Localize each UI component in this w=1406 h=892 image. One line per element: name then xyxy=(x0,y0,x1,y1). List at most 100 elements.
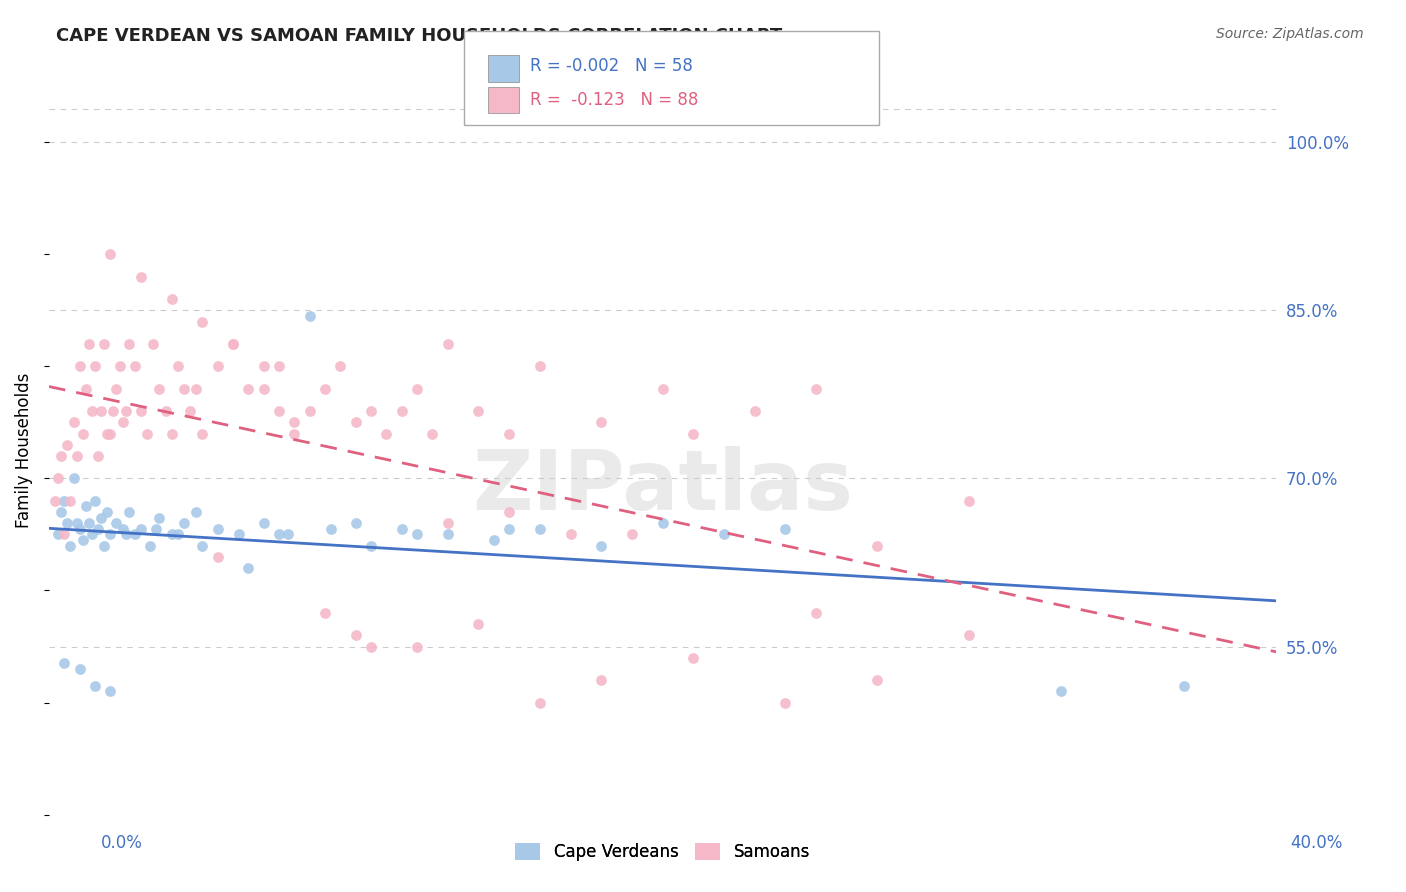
Point xyxy=(124,359,146,374)
Point xyxy=(51,449,73,463)
Point xyxy=(160,426,183,441)
Point xyxy=(406,527,429,541)
Point xyxy=(69,522,91,536)
Point xyxy=(44,494,66,508)
Point xyxy=(118,337,141,351)
Point xyxy=(72,426,94,441)
Text: ZIPatlas: ZIPatlas xyxy=(472,446,853,527)
Point xyxy=(1173,679,1195,693)
Point xyxy=(62,416,84,430)
Point xyxy=(87,522,110,536)
Point xyxy=(498,505,520,519)
Point xyxy=(72,533,94,547)
Point xyxy=(207,359,229,374)
Point xyxy=(90,510,112,524)
Point xyxy=(344,516,367,531)
Point xyxy=(65,449,87,463)
Point xyxy=(98,426,121,441)
Point xyxy=(682,650,704,665)
Point xyxy=(957,494,980,508)
Point xyxy=(375,426,398,441)
Point xyxy=(98,527,121,541)
Point xyxy=(222,337,245,351)
Point xyxy=(422,426,444,441)
Point xyxy=(314,606,336,620)
Point xyxy=(111,522,134,536)
Point xyxy=(591,539,613,553)
Point xyxy=(467,404,489,418)
Point xyxy=(46,471,69,485)
Point xyxy=(744,404,766,418)
Point xyxy=(957,628,980,642)
Point xyxy=(713,527,735,541)
Point xyxy=(84,359,107,374)
Point xyxy=(84,679,107,693)
Point xyxy=(69,662,91,676)
Point xyxy=(129,404,152,418)
Point xyxy=(804,606,827,620)
Point xyxy=(436,337,458,351)
Point xyxy=(591,673,613,687)
Point xyxy=(53,657,76,671)
Point xyxy=(482,533,505,547)
Point xyxy=(866,673,889,687)
Point xyxy=(773,696,796,710)
Point xyxy=(75,500,97,514)
Text: R =  -0.123   N = 88: R = -0.123 N = 88 xyxy=(530,91,699,109)
Point xyxy=(148,382,170,396)
Point xyxy=(160,527,183,541)
Point xyxy=(406,382,429,396)
Point xyxy=(682,426,704,441)
Point xyxy=(46,527,69,541)
Point xyxy=(253,516,276,531)
Point xyxy=(360,404,382,418)
Point xyxy=(98,247,121,261)
Point xyxy=(114,404,136,418)
Point xyxy=(145,522,167,536)
Point xyxy=(80,404,103,418)
Point xyxy=(436,527,458,541)
Point xyxy=(222,337,245,351)
Point xyxy=(84,494,107,508)
Point xyxy=(105,516,128,531)
Point xyxy=(529,522,551,536)
Y-axis label: Family Households: Family Households xyxy=(15,373,32,528)
Point xyxy=(53,527,76,541)
Point xyxy=(1050,684,1073,698)
Text: 40.0%: 40.0% xyxy=(1291,834,1343,852)
Point xyxy=(87,449,110,463)
Point xyxy=(298,309,321,323)
Point xyxy=(267,404,290,418)
Point xyxy=(69,359,91,374)
Point xyxy=(96,505,118,519)
Point xyxy=(591,416,613,430)
Point xyxy=(283,416,305,430)
Point xyxy=(77,337,100,351)
Point xyxy=(207,522,229,536)
Point xyxy=(186,505,208,519)
Point xyxy=(80,527,103,541)
Point xyxy=(283,426,305,441)
Point xyxy=(406,640,429,654)
Point xyxy=(191,315,214,329)
Point xyxy=(129,522,152,536)
Point xyxy=(166,359,188,374)
Point xyxy=(298,404,321,418)
Point xyxy=(114,527,136,541)
Point xyxy=(391,404,413,418)
Point xyxy=(166,527,188,541)
Point xyxy=(53,494,76,508)
Point xyxy=(129,269,152,284)
Point xyxy=(186,382,208,396)
Point xyxy=(136,426,159,441)
Point xyxy=(59,494,82,508)
Point xyxy=(56,438,79,452)
Point xyxy=(108,359,131,374)
Point xyxy=(173,516,195,531)
Text: R = -0.002   N = 58: R = -0.002 N = 58 xyxy=(530,57,693,75)
Point xyxy=(344,416,367,430)
Point xyxy=(77,516,100,531)
Point xyxy=(93,539,115,553)
Point xyxy=(173,382,195,396)
Point xyxy=(207,549,229,564)
